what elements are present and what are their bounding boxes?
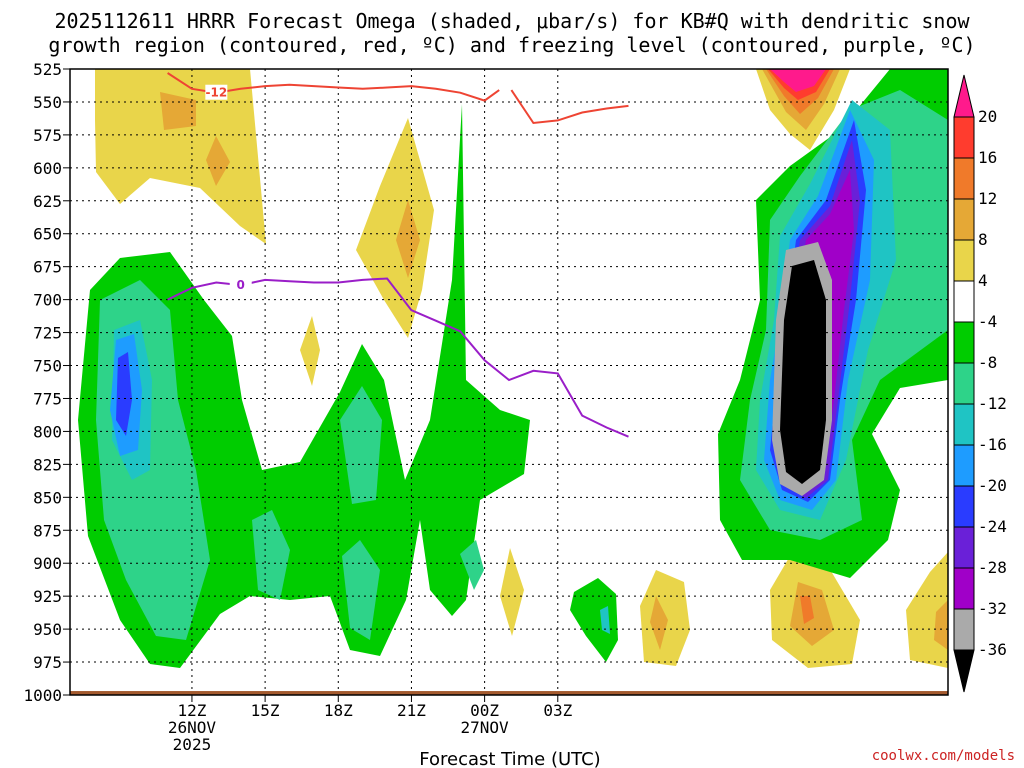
- plot-area: -12 0: [70, 69, 948, 695]
- credit-text: coolwx.com/models: [872, 748, 1015, 764]
- omega-positive-region: [356, 118, 434, 338]
- colorbar-label: -12: [978, 394, 1007, 413]
- x-tick-label: 26NOV: [168, 718, 217, 737]
- colorbar-label: -20: [978, 476, 1007, 495]
- colorbar-band: [953, 526, 975, 569]
- omega-negative-region: [600, 606, 610, 634]
- y-tick-label: 525: [33, 60, 62, 79]
- y-tick-label: 850: [33, 488, 62, 507]
- y-tick-label: 675: [33, 258, 62, 277]
- y-tick-label: 700: [33, 291, 62, 310]
- x-tick-label: 03Z: [543, 701, 572, 720]
- x-tick-label: 18Z: [324, 701, 353, 720]
- y-tick-label: 900: [33, 554, 62, 573]
- omega-positive-region: [396, 200, 420, 278]
- colorbar-label: 20: [978, 107, 997, 126]
- colorbar-label: -8: [978, 353, 997, 372]
- colorbar-label: -24: [978, 517, 1007, 536]
- colorbar-band: [953, 239, 975, 282]
- colorbar-band: [953, 485, 975, 528]
- omega-positive-region: [934, 600, 948, 650]
- y-tick-label: 575: [33, 126, 62, 145]
- y-tick-label: 725: [33, 324, 62, 343]
- colorbar-label: -36: [978, 640, 1007, 659]
- omega-negative-region: [570, 578, 618, 662]
- y-tick-label: 800: [33, 422, 62, 441]
- y-tick-label: 750: [33, 357, 62, 376]
- x-tick-label: 27NOV: [461, 718, 510, 737]
- chart-title-line2: growth region (contoured, red, ºC) and f…: [48, 33, 975, 57]
- colorbar-band: [953, 280, 975, 323]
- x-tick-label: 00Z: [470, 701, 499, 720]
- colorbar-band: [953, 157, 975, 200]
- x-tick-label: 21Z: [397, 701, 426, 720]
- omega-negative-region: [780, 260, 826, 484]
- y-tick-label: 1000: [23, 686, 62, 705]
- y-tick-label: 550: [33, 93, 62, 112]
- colorbar-top-triangle: [953, 74, 975, 118]
- omega-negative-region: [116, 352, 132, 436]
- omega-positive-region: [500, 548, 524, 636]
- omega-positive-region: [160, 92, 196, 130]
- colorbar-band: [953, 198, 975, 241]
- gridlines: [70, 69, 948, 695]
- omega-positive-region: [650, 596, 668, 650]
- chart-title-line1: 2025112611 HRRR Forecast Omega (shaded, …: [54, 9, 970, 33]
- colorbar-label: 16: [978, 148, 997, 167]
- y-tick-label: 625: [33, 192, 62, 211]
- contour-label: -12: [205, 86, 227, 100]
- contour-label: 0: [237, 278, 245, 292]
- colorbar-label: -32: [978, 599, 1007, 618]
- y-tick-label: 975: [33, 653, 62, 672]
- y-tick-label: 775: [33, 389, 62, 408]
- colorbar-band: [953, 403, 975, 446]
- x-axis-label: Forecast Time (UTC): [419, 749, 600, 768]
- y-tick-label: 600: [33, 159, 62, 178]
- omega-positive-region: [95, 69, 266, 244]
- omega-shading: [78, 69, 948, 668]
- colorbar-label: -4: [978, 312, 997, 331]
- colorbar-band: [953, 567, 975, 610]
- omega-negative-region: [340, 386, 382, 504]
- contour-label-bg: [205, 84, 228, 100]
- y-tick-label: 925: [33, 587, 62, 606]
- colorbar-label: 12: [978, 189, 997, 208]
- y-tick-label: 875: [33, 521, 62, 540]
- colorbar-band: [953, 321, 975, 364]
- contour-line: [510, 89, 629, 125]
- x-tick-label: 2025: [173, 735, 212, 754]
- colorbar-band: [953, 608, 975, 651]
- y-tick-label: 825: [33, 455, 62, 474]
- y-tick-label: 650: [33, 225, 62, 244]
- colorbar-band: [953, 362, 975, 405]
- contour-label-bg: [229, 277, 252, 293]
- contour-lines: -12 0: [167, 72, 629, 438]
- colorbar-band: [953, 116, 975, 159]
- omega-negative-region: [252, 510, 290, 600]
- omega-positive-region: [770, 69, 826, 92]
- y-tick-label: 950: [33, 620, 62, 639]
- plot-frame: [69, 68, 949, 696]
- omega-positive-region: [300, 316, 320, 386]
- omega-negative-region: [460, 540, 484, 590]
- colorbar-label: -28: [978, 558, 1007, 577]
- colorbar-label: 4: [978, 271, 988, 290]
- colorbar-label: -16: [978, 435, 1007, 454]
- colorbar: 20 16 12 8 4 -4 -8 -12 -16 -20 -24 -28 -32 -36: [953, 74, 1007, 693]
- colorbar-band: [953, 444, 975, 487]
- omega-negative-region: [342, 540, 380, 640]
- omega-positive-region: [800, 596, 814, 624]
- colorbar-label: 8: [978, 230, 988, 249]
- y-axis: 525 550 575 600 625 650 675 700 725 750 775 800 825 8…: [23, 60, 70, 705]
- colorbar-bottom-triangle: [953, 649, 975, 693]
- omega-positive-region: [206, 136, 230, 186]
- terrain-surface: [70, 691, 948, 695]
- x-tick-label: 15Z: [251, 701, 280, 720]
- x-tick-label: 12Z: [177, 701, 206, 720]
